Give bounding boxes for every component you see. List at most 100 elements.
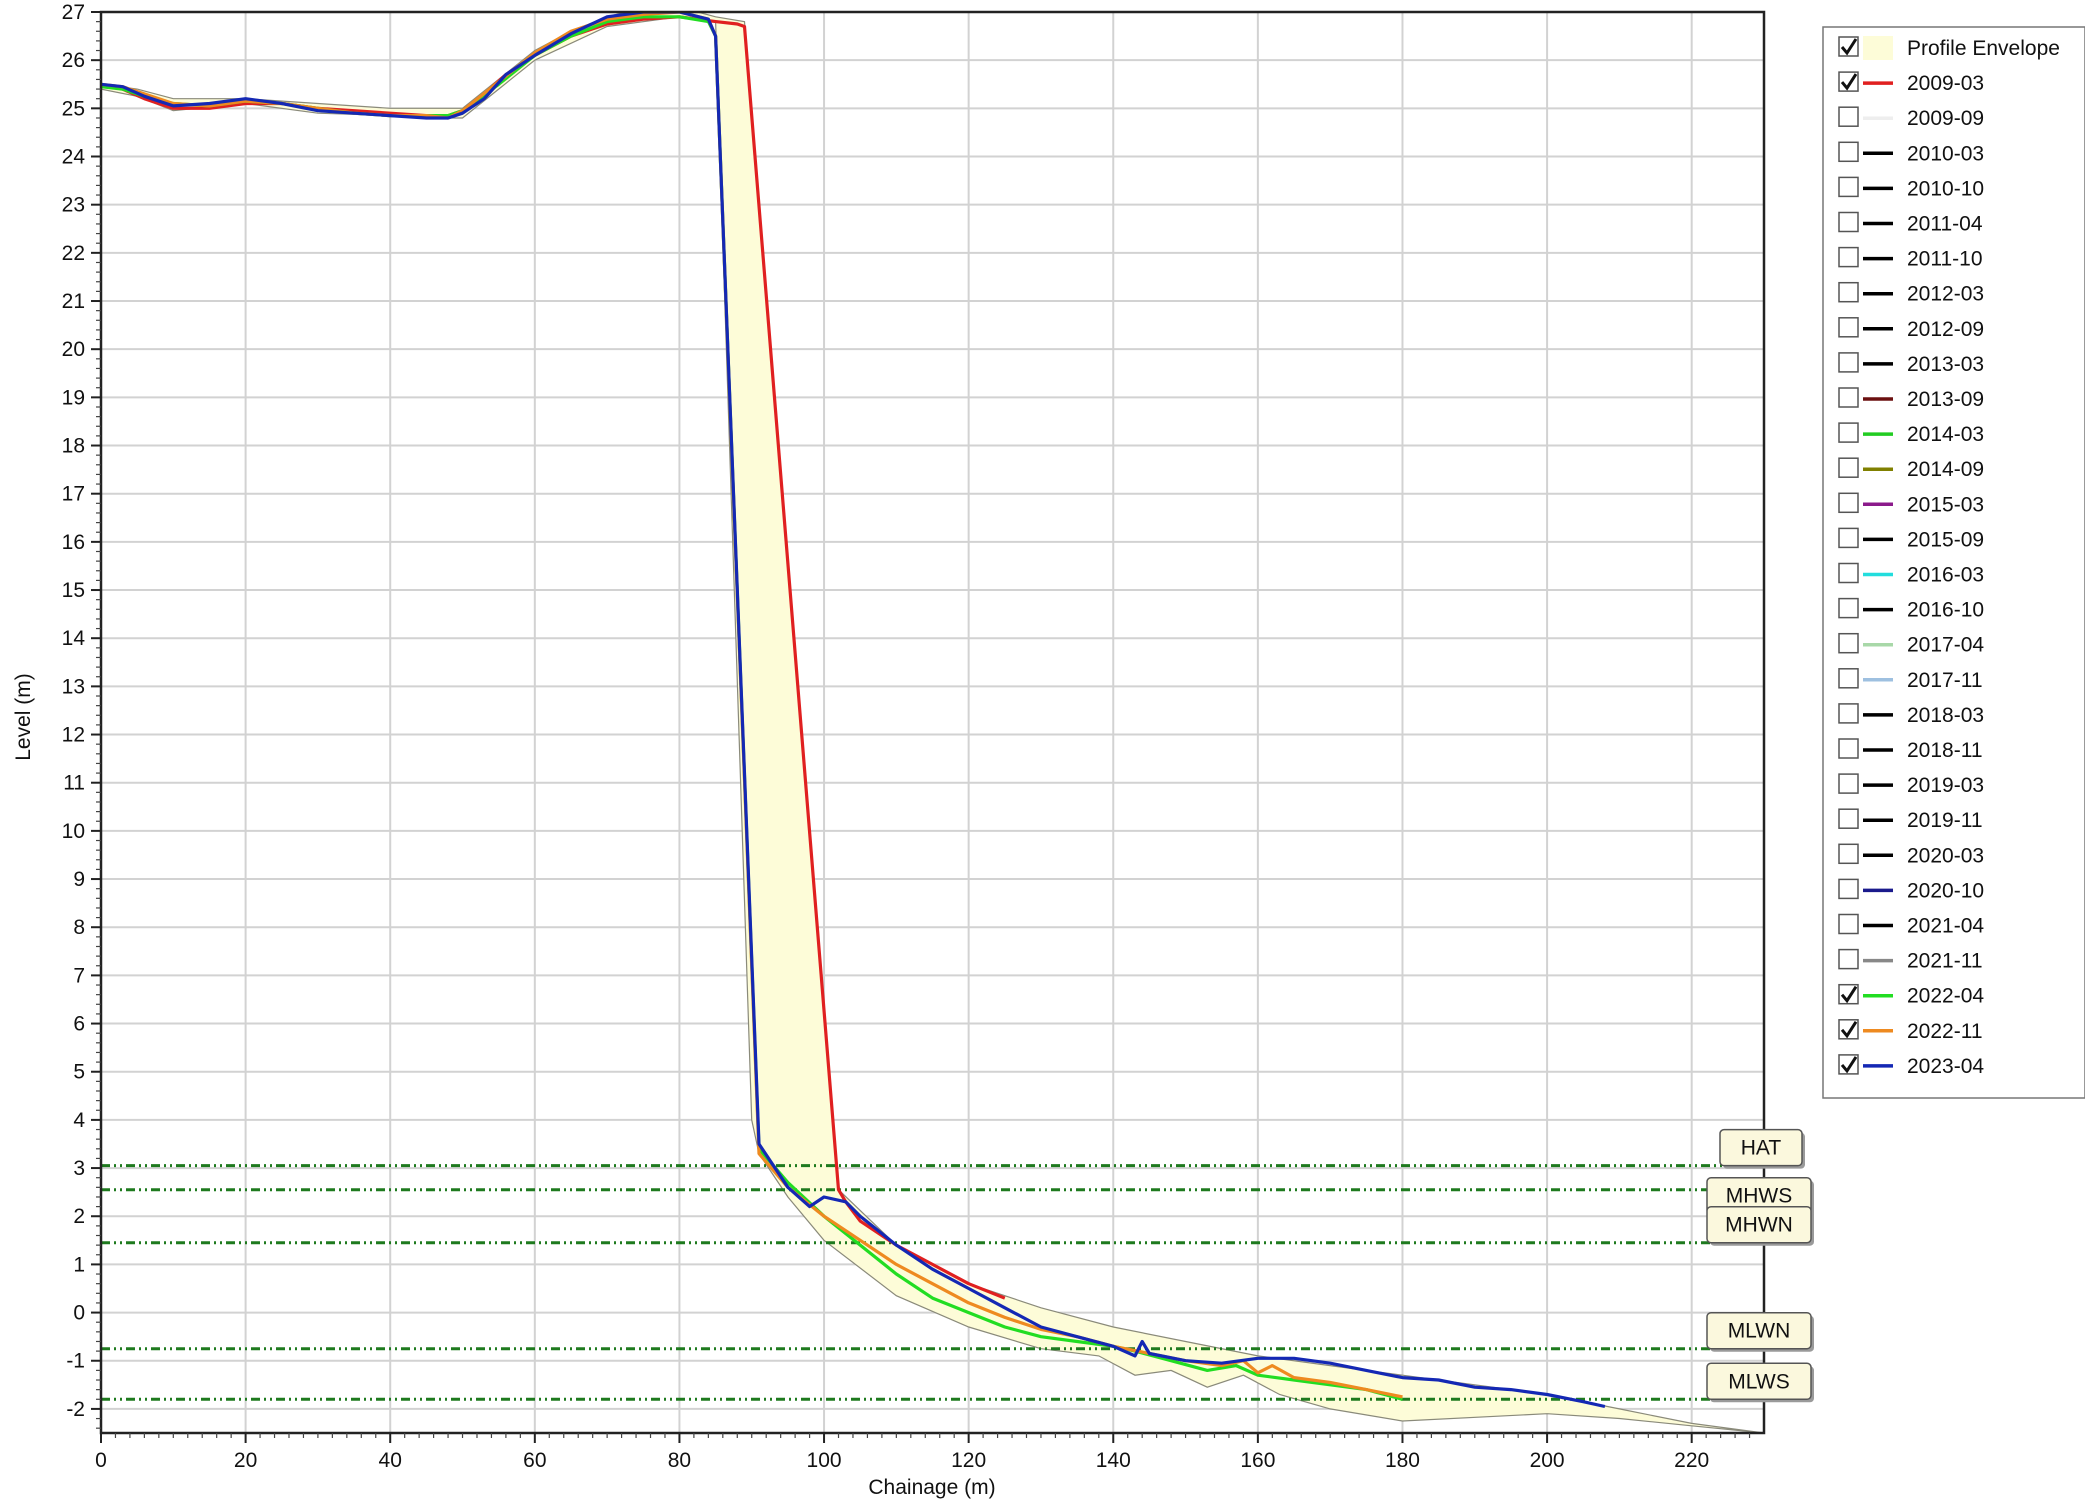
legend-checkbox[interactable] [1838, 317, 1859, 338]
legend-label: 2010-10 [1907, 177, 1984, 200]
legend-checkbox[interactable] [1838, 703, 1859, 724]
plot-area [101, 12, 1764, 1433]
legend-checkmark-icon [1840, 73, 1858, 91]
legend-item-2023-04[interactable]: 2023-04 [1838, 1054, 1984, 1078]
legend-item-2009-09[interactable]: 2009-09 [1838, 106, 1984, 130]
legend-label: 2009-03 [1907, 72, 1984, 95]
legend-item-2011-10[interactable]: 2011-10 [1838, 246, 1983, 271]
legend-item-2016-10[interactable]: 2016-10 [1838, 597, 1984, 622]
legend-checkbox[interactable] [1838, 387, 1859, 408]
legend-item-2011-04[interactable]: 2011-04 [1838, 211, 1983, 236]
legend-item-2018-11[interactable]: 2018-11 [1838, 738, 1983, 762]
legend-checkbox[interactable] [1838, 913, 1859, 935]
legend-checkbox[interactable] [1838, 527, 1859, 549]
legend-checkbox[interactable] [1838, 492, 1859, 514]
legend-checkbox[interactable] [1838, 176, 1859, 198]
legend-item-2010-03[interactable]: 2010-03 [1838, 141, 1984, 165]
legend-checkbox[interactable] [1838, 352, 1859, 373]
legend-item-2020-03[interactable]: 2020-03 [1838, 843, 1984, 867]
legend-label: 2021-11 [1907, 950, 1983, 973]
y-tick-label: 13 [62, 675, 85, 698]
legend-item-2020-10[interactable]: 2020-10 [1838, 878, 1984, 902]
legend-item-2014-03[interactable]: 2014-03 [1838, 422, 1984, 446]
legend-checkbox[interactable] [1838, 562, 1859, 584]
legend-item-2022-11[interactable]: 2022-11 [1838, 1019, 1983, 1043]
legend-item-2016-03[interactable]: 2016-03 [1838, 562, 1984, 587]
series-layer [101, 12, 1606, 1409]
legend-checkbox[interactable] [1838, 106, 1859, 127]
legend-checkbox[interactable] [1838, 668, 1859, 689]
legend-item-2017-04[interactable]: 2017-04 [1838, 632, 1984, 657]
tide-label-box [1706, 1311, 1812, 1350]
legend-checkbox[interactable] [1838, 281, 1859, 303]
y-tick-label: 0 [73, 1302, 85, 1325]
legend-checkbox[interactable] [1838, 948, 1859, 970]
tide-label-box [1706, 1205, 1812, 1244]
y-tick-label: 5 [73, 1061, 85, 1084]
legend-label: 2011-04 [1907, 213, 1983, 236]
legend-checkbox[interactable] [1838, 211, 1859, 233]
legend-item-2019-11[interactable]: 2019-11 [1838, 808, 1983, 832]
y-tick-label: 1 [73, 1253, 85, 1276]
legend-item-2019-03[interactable]: 2019-03 [1838, 773, 1984, 797]
legend-checkmark-icon [1840, 985, 1858, 1004]
legend-item-Profile Envelope[interactable]: Profile Envelope [1838, 36, 2060, 60]
y-tick-label: 3 [73, 1157, 85, 1180]
y-tick-label: 11 [63, 772, 85, 795]
y-tick-label: 24 [62, 146, 86, 169]
legend-item-2009-03[interactable]: 2009-03 [1838, 71, 1984, 95]
legend-checkbox[interactable] [1838, 808, 1859, 829]
x-axis-title: Chainage (m) [868, 1476, 995, 1499]
y-tick-label: 7 [73, 964, 85, 987]
y-tick-label: -2 [66, 1398, 85, 1421]
legend-label: 2017-11 [1907, 669, 1983, 692]
legend-checkmark-icon [1840, 38, 1858, 56]
legend-checkbox[interactable] [1838, 422, 1859, 443]
legend-checkbox[interactable] [1838, 843, 1859, 865]
legend-label: 2023-04 [1907, 1055, 1984, 1078]
y-tick-label: 15 [62, 579, 85, 602]
y-tick-label: 22 [62, 242, 85, 265]
x-tick-label: 200 [1530, 1449, 1565, 1472]
x-tick-label: 20 [234, 1449, 257, 1472]
legend-item-2013-03[interactable]: 2013-03 [1838, 352, 1984, 376]
plot-frame [99, 10, 1766, 1435]
x-tick-label: 220 [1674, 1449, 1709, 1472]
legend-item-2014-09[interactable]: 2014-09 [1838, 457, 1984, 481]
y-tick-label: 10 [62, 820, 85, 843]
y-tick-label: 2 [73, 1205, 85, 1228]
legend-item-2013-09[interactable]: 2013-09 [1838, 387, 1984, 411]
legend-checkbox[interactable] [1838, 878, 1859, 900]
axes: 0 20 40 60 80 100 120 140 160 180 200 220-2-1012345… [62, 1, 1751, 1472]
legend-item-2012-03[interactable]: 2012-03 [1838, 281, 1984, 306]
legend-checkbox[interactable] [1838, 246, 1859, 268]
y-tick-label: 16 [62, 531, 85, 554]
legend-item-2021-04[interactable]: 2021-04 [1838, 913, 1984, 938]
y-tick-label: -1 [66, 1350, 85, 1373]
legend-label: Profile Envelope [1907, 37, 2060, 60]
legend-checkbox[interactable] [1838, 597, 1859, 619]
legend-item-2018-03[interactable]: 2018-03 [1838, 703, 1984, 727]
series-line-2023-04 [101, 12, 1606, 1409]
legend-label: 2022-11 [1907, 1020, 1983, 1043]
legend-checkbox[interactable] [1838, 738, 1859, 759]
legend-label: 2013-03 [1907, 353, 1984, 376]
y-tick-label: 9 [73, 868, 85, 891]
legend-item-2012-09[interactable]: 2012-09 [1838, 317, 1984, 341]
legend-checkbox[interactable] [1838, 141, 1859, 163]
legend-item-2015-03[interactable]: 2015-03 [1838, 492, 1984, 516]
y-tick-label: 18 [62, 435, 85, 458]
legend-checkbox[interactable] [1838, 773, 1859, 794]
legend-item-2015-09[interactable]: 2015-09 [1838, 527, 1984, 551]
legend-item-2022-04[interactable]: 2022-04 [1838, 983, 1984, 1008]
legend-checkbox[interactable] [1838, 632, 1859, 654]
legend-item-2017-11[interactable]: 2017-11 [1838, 668, 1983, 692]
legend-label: 2012-09 [1907, 318, 1984, 341]
tide-label-mlwn: MLWN [1706, 1311, 1814, 1352]
tide-label-text: MHWN [1725, 1214, 1793, 1237]
legend-item-2010-10[interactable]: 2010-10 [1838, 176, 1984, 200]
y-tick-label: 8 [73, 916, 85, 939]
legend-item-2021-11[interactable]: 2021-11 [1838, 948, 1983, 973]
legend-checkbox[interactable] [1838, 457, 1859, 478]
y-tick-label: 26 [62, 49, 85, 72]
